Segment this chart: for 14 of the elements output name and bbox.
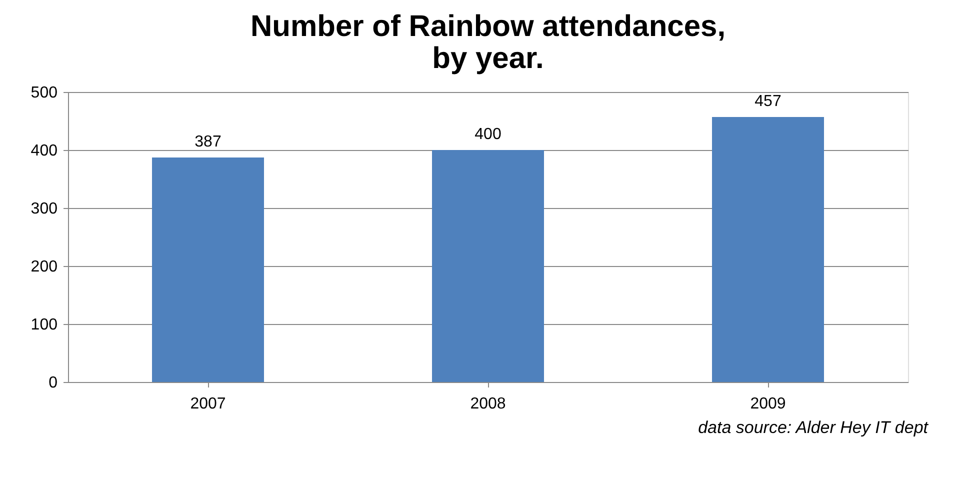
y-tick-label: 0 [48,374,58,392]
chart-title: Number of Rainbow attendances, by year. [250,10,726,75]
data-label: 457 [754,92,782,110]
y-tick-label: 300 [30,200,58,218]
data-label: 387 [194,134,222,151]
x-tick-label: 2008 [470,396,506,412]
x-tick-label: 2009 [750,396,786,412]
y-tick-label: 500 [30,84,58,102]
source-note: data source: Alder Hey IT dept [698,418,930,437]
data-label: 400 [474,126,502,143]
x-tick-label: 2007 [190,396,226,412]
y-tick-label: 400 [30,142,58,160]
y-tick-label: 100 [30,316,58,334]
y-tick-label: 200 [30,258,58,276]
